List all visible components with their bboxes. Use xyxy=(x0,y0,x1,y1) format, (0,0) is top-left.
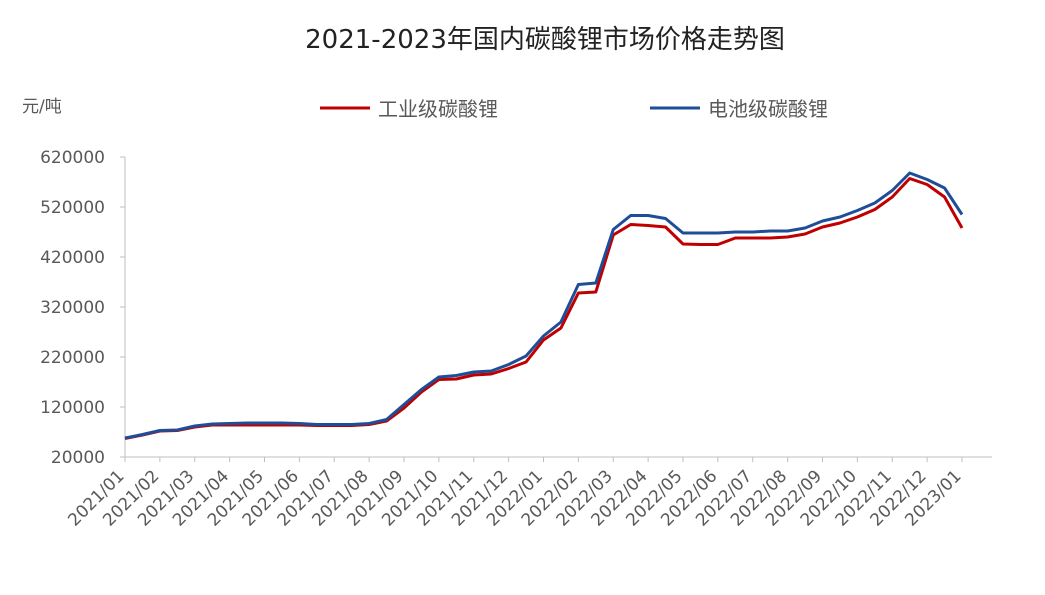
y-tick-label: 320000 xyxy=(40,298,105,318)
legend-label: 工业级碳酸锂 xyxy=(378,97,498,121)
y-tick-label: 20000 xyxy=(51,448,105,468)
chart-title: 2021-2023年国内碳酸锂市场价格走势图 xyxy=(305,25,785,55)
y-tick-label: 520000 xyxy=(40,198,105,218)
y-axis-label: 元/吨 xyxy=(22,97,62,117)
series-line xyxy=(124,177,964,440)
y-tick-label: 220000 xyxy=(40,348,105,368)
y-tick-label: 620000 xyxy=(40,148,105,168)
y-tick-label: 120000 xyxy=(40,398,105,418)
legend-label: 电池级碳酸锂 xyxy=(708,97,828,121)
y-tick-label: 420000 xyxy=(40,248,105,268)
series-line xyxy=(124,171,964,440)
